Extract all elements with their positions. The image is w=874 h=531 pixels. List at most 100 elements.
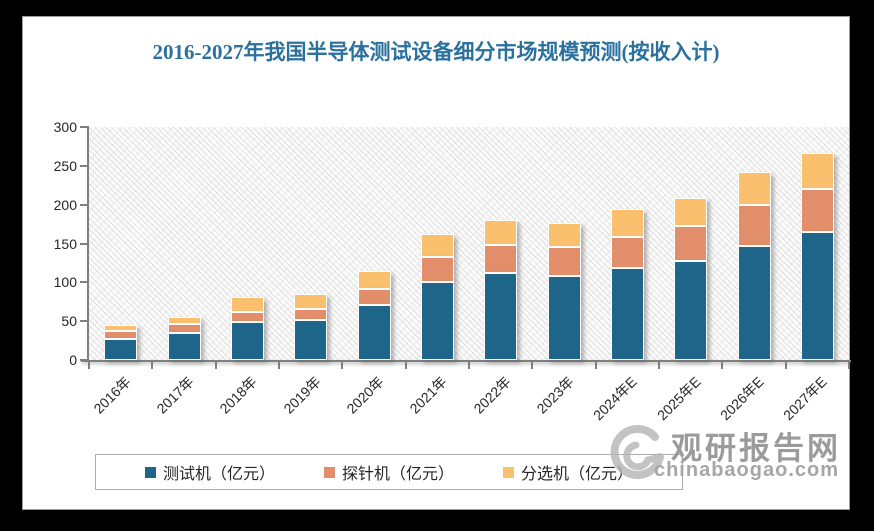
bar-2019年 [294,293,328,360]
bar-segment-测试机（亿元） [104,339,138,360]
bar-segment-分选机（亿元） [294,293,328,309]
watermark-site-url: chinabaogao.com [653,459,839,481]
x-axis-label-2026年E: 2026年E [716,373,767,424]
bar-segment-测试机（亿元） [484,273,518,360]
x-axis-label-2025年E: 2025年E [653,373,704,424]
bar-segment-探针机（亿元） [547,247,581,277]
x-axis-tick [468,362,470,369]
bar-2017年 [167,316,201,360]
x-axis-tick [88,362,90,369]
x-axis-label-2021年: 2021年 [406,373,451,417]
legend-swatch-icon [144,466,156,478]
bar-segment-探针机（亿元） [674,226,708,261]
x-axis-label-2019年: 2019年 [280,373,324,417]
legend-swatch-icon [502,466,514,478]
bar-segment-分选机（亿元） [610,209,644,237]
bar-segment-测试机（亿元） [294,320,328,360]
bar-segment-测试机（亿元） [357,304,391,360]
bar-segment-测试机（亿元） [230,321,264,360]
watermark-site-name: 观研报告网 [671,431,841,466]
x-axis-label-2024年E: 2024年E [590,373,641,424]
bar-segment-测试机（亿元） [800,231,834,360]
y-axis-tick [80,359,87,361]
bar-2020年 [357,270,391,360]
bar-segment-测试机（亿元） [737,245,771,360]
bar-segment-探针机（亿元） [610,236,644,268]
legend-item: 探针机（亿元） [323,460,454,484]
bar-segment-探针机（亿元） [420,257,454,283]
x-axis-label-2022年: 2022年 [470,373,514,417]
y-axis-tick [80,281,87,284]
y-axis-tick-label: 150 [53,235,77,252]
x-axis-tick [151,362,154,369]
x-axis-label-2016年: 2016年 [90,373,134,417]
y-axis-tick-label: 0 [69,352,77,368]
bar-segment-分选机（亿元） [547,223,581,248]
x-axis-tick [658,362,660,369]
bar-segment-测试机（亿元） [167,332,201,360]
bar-segment-分选机（亿元） [104,325,138,332]
bar-segment-探针机（亿元） [104,331,138,340]
x-axis-label-2023年: 2023年 [533,373,577,417]
bar-segment-测试机（亿元） [674,260,708,360]
x-axis-tick [404,362,407,369]
x-axis-label-2020年: 2020年 [343,373,387,417]
y-axis-tick-label: 300 [53,119,77,135]
x-axis-tick [721,362,724,369]
bar-segment-分选机（亿元） [167,316,201,325]
bar-segment-分选机（亿元） [357,270,391,289]
legend: 测试机（亿元） 探针机（亿元） 分选机（亿元） [95,454,683,490]
x-axis-tick [594,362,597,369]
chart-title: 2016-2027年我国半导体测试设备细分市场规模预测(按收入计) [152,40,720,64]
bar-segment-探针机（亿元） [737,205,771,246]
bar-2026年E [737,172,771,360]
y-axis-tick [80,164,87,167]
y-axis-line [87,126,89,362]
y-axis-tick-label: 100 [53,274,77,291]
bar-segment-探针机（亿元） [167,324,201,333]
plot-area [89,127,849,360]
bar-2027年E [800,153,834,360]
bar-segment-分选机（亿元） [737,172,771,206]
legend-label: 测试机（亿元） [162,466,275,483]
y-axis-tick [80,126,87,128]
bar-segment-测试机（亿元） [610,267,644,360]
bar-segment-探针机（亿元） [294,308,328,321]
x-axis-tick [214,362,217,369]
bar-segment-测试机（亿元） [420,282,454,360]
legend-label: 探针机（亿元） [341,466,454,483]
x-axis-line [81,360,851,362]
watermark-logo-icon [610,425,664,479]
bar-2024年E [610,209,644,360]
x-axis-tick [341,362,344,369]
y-axis-tick [80,320,87,323]
chart-panel: 2016-2027年我国半导体测试设备细分市场规模预测(按收入计) 0 50 100… [22,16,851,510]
x-axis-label-2027年E: 2027年E [780,373,831,424]
x-axis-tick [784,362,787,369]
legend-swatch-icon [323,466,335,478]
bar-2023年 [547,223,581,360]
y-axis-tick [80,242,87,245]
x-axis-tick [848,362,850,369]
bar-segment-探针机（亿元） [357,288,391,305]
bar-segment-探针机（亿元） [230,311,264,322]
x-axis-label-2018年: 2018年 [216,373,261,417]
legend-label: 分选机（亿元） [520,466,633,483]
bar-2022年 [484,220,518,360]
y-axis-tick-label: 200 [53,196,77,213]
bar-segment-探针机（亿元） [800,189,834,232]
bar-segment-分选机（亿元） [674,198,708,227]
bar-2018年 [230,297,264,360]
y-axis-tick-label: 250 [53,157,77,174]
y-axis-tick-label: 50 [61,313,77,330]
x-axis-label-2017年: 2017年 [153,373,197,417]
x-axis-tick [531,362,534,369]
bar-2021年 [420,234,454,360]
legend-item: 分选机（亿元） [502,460,633,484]
legend-item: 测试机（亿元） [144,460,275,484]
bar-2025年E [674,198,708,360]
bar-segment-测试机（亿元） [547,276,581,360]
y-axis-tick [80,203,87,206]
bar-segment-分选机（亿元） [484,220,518,246]
bar-segment-分选机（亿元） [420,234,454,258]
